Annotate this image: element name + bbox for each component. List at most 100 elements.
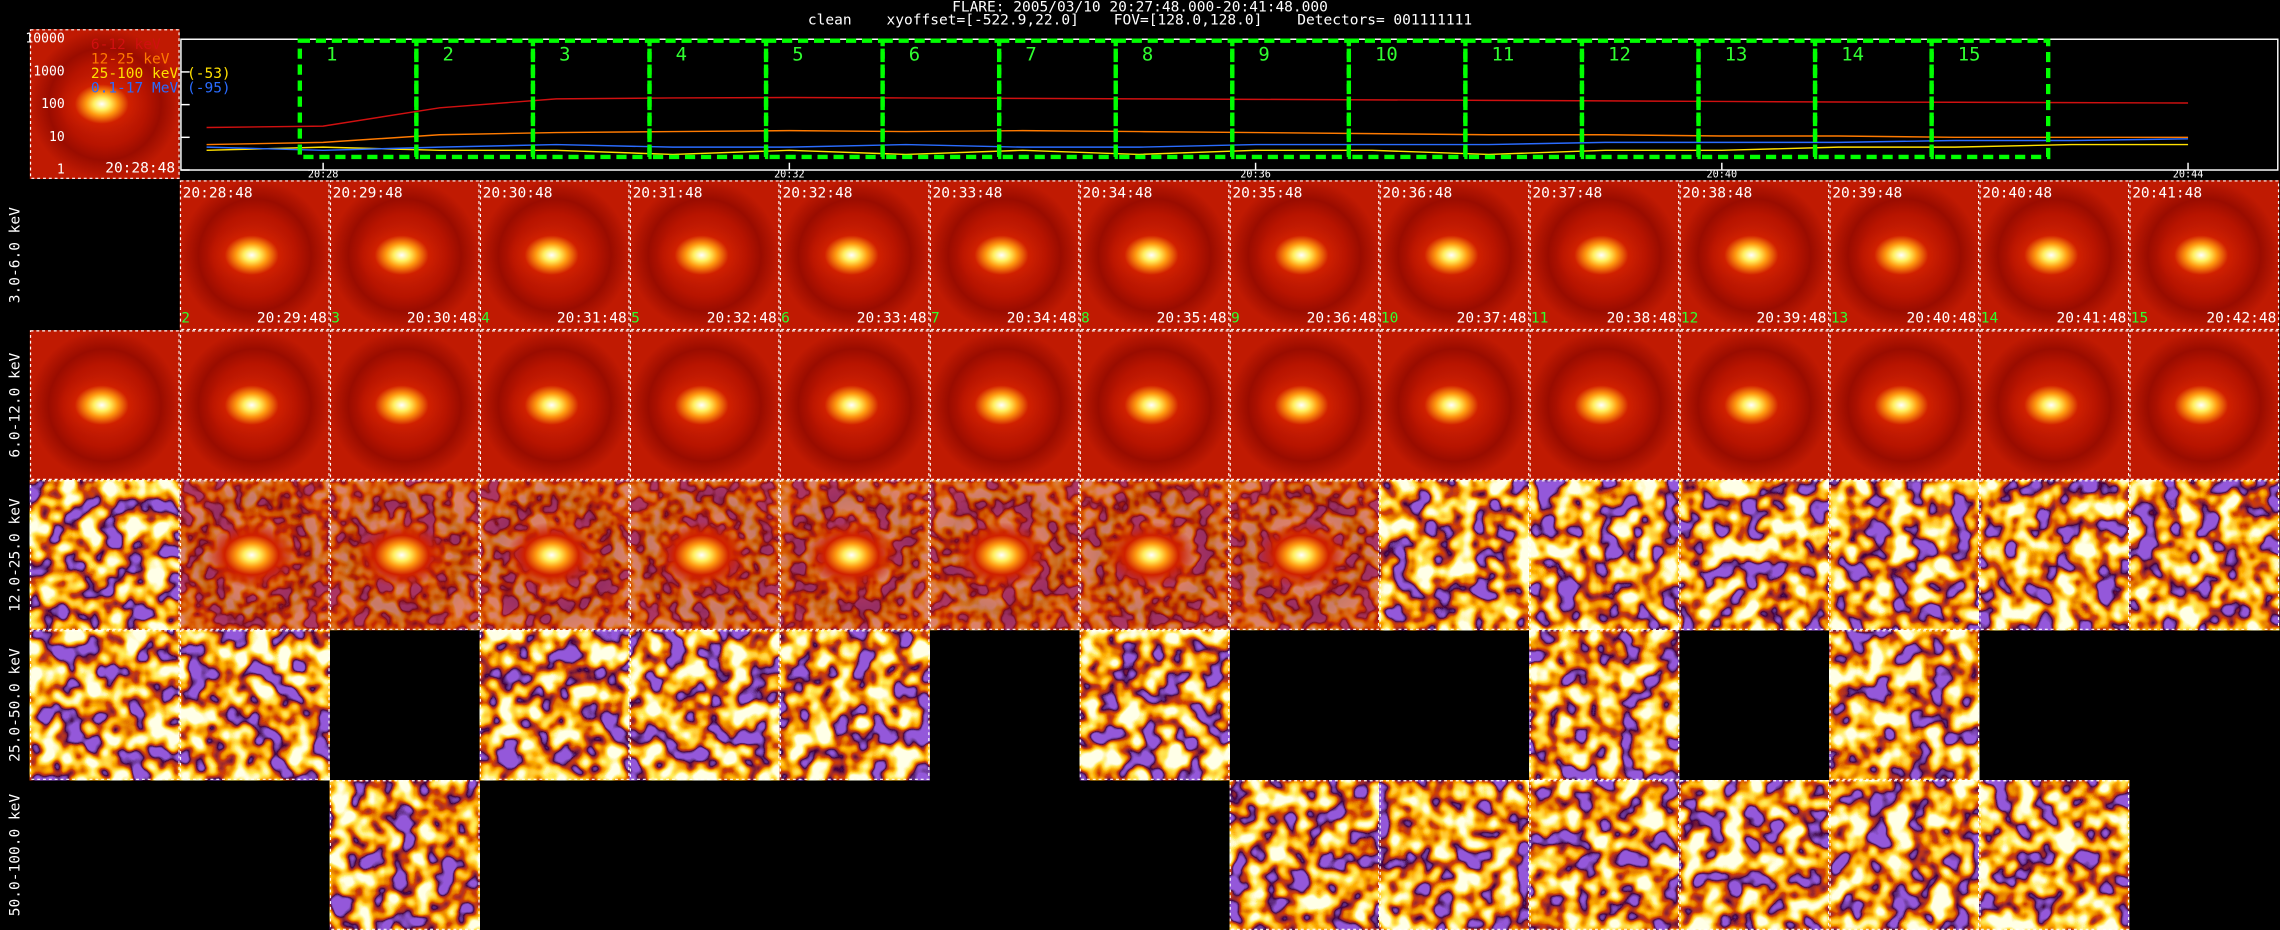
cell-border — [1379, 780, 1530, 930]
row-label: 6.0-12.0 keV — [7, 352, 23, 457]
cell-end-time: 20:36:48 — [1307, 311, 1377, 327]
noise-image — [1829, 780, 1980, 930]
image-cell — [1529, 480, 1680, 631]
image-cell — [629, 480, 780, 631]
image-cell — [1829, 180, 1980, 331]
image-cell — [1979, 180, 2130, 331]
cell-end-time: 20:40:48 — [1906, 311, 1976, 327]
cell-border — [779, 330, 930, 480]
row-label: 50.0-100.0 keV — [7, 794, 23, 917]
cell-border — [629, 330, 780, 480]
cell-end-time: 20:39:48 — [1757, 311, 1827, 327]
flare-source — [1106, 372, 1197, 439]
cell-border — [329, 780, 480, 930]
flare-source — [1556, 372, 1647, 439]
flare-source — [1406, 372, 1497, 439]
cell-border — [1379, 180, 1530, 331]
y-tick-label: 10 — [49, 130, 65, 145]
image-cell — [29, 630, 180, 781]
subtitle: clean xyoffset=[-522.9,22.0] FOV=[128.0,… — [808, 12, 1472, 28]
interval-label: 4 — [676, 44, 687, 66]
y-tick-label: 10000 — [25, 32, 64, 47]
interval-label: 3 — [559, 44, 570, 66]
cell-end-time: 20:33:48 — [857, 311, 927, 327]
image-cell — [1829, 780, 1980, 930]
interval-label: 10 — [1375, 44, 1398, 66]
image-cell — [1079, 480, 1230, 631]
cell-index: 12 — [1681, 311, 1698, 327]
cell-index: 7 — [931, 311, 940, 327]
cell-start-time: 20:28:48 — [183, 185, 253, 201]
noise-image — [1229, 780, 1380, 930]
interval-box — [1230, 38, 1352, 160]
image-cell — [1829, 330, 1980, 481]
noise-image — [1829, 480, 1980, 631]
flare-source — [2156, 372, 2247, 439]
image-cell — [479, 480, 630, 631]
interval-label: 6 — [909, 44, 920, 66]
light-curve — [206, 138, 2189, 152]
cell-border — [29, 29, 180, 179]
cell-index: 9 — [1231, 311, 1240, 327]
cell-start-time: 20:33:48 — [932, 185, 1002, 201]
flare-source — [356, 222, 447, 289]
flare-source — [506, 372, 597, 439]
image-cell — [2129, 480, 2280, 631]
cell-index: 10 — [1381, 311, 1398, 327]
cell-border — [1229, 780, 1380, 930]
x-tick-label: 20:40 — [1707, 169, 1738, 180]
light-curve — [206, 143, 2189, 156]
image-cell — [329, 330, 480, 481]
image-cell — [1379, 780, 1530, 930]
cell-border — [479, 180, 630, 331]
cell-border — [1979, 780, 2130, 930]
noise-image — [479, 630, 630, 781]
cell-border — [1379, 330, 1530, 480]
flare-source — [1856, 372, 1947, 439]
image-cell — [629, 180, 780, 331]
cell-border — [479, 480, 630, 630]
cell-border — [629, 630, 780, 780]
image-cell — [1829, 630, 1980, 781]
image-cell — [779, 180, 930, 331]
cell-border — [479, 330, 630, 480]
flare-source — [2006, 222, 2097, 289]
image-cell — [179, 180, 330, 331]
cell-border — [779, 630, 930, 780]
interval-box — [1463, 38, 1585, 160]
flare-source — [1556, 222, 1647, 289]
image-cell — [1679, 480, 1830, 631]
interval-box — [1929, 38, 2051, 160]
cell-index: 2 — [181, 311, 190, 327]
noise-image — [1529, 480, 1680, 631]
image-cell — [929, 330, 1080, 481]
cell-border — [2129, 480, 2280, 630]
interval-box — [1113, 38, 1235, 160]
flare-source — [1856, 222, 1947, 289]
cell-index: 13 — [1831, 311, 1848, 327]
title: FLARE: 2005/03/10 20:27:48.000-20:41:48.… — [952, 0, 1328, 15]
flare-source — [656, 522, 747, 589]
image-cell — [1679, 330, 1830, 481]
noise-image — [1529, 630, 1680, 781]
interval-box — [647, 38, 769, 160]
cell-start-time: 20:40:48 — [1982, 185, 2052, 201]
interval-box — [880, 38, 1002, 160]
cell-end-time: 20:30:48 — [407, 311, 477, 327]
flare-source — [1406, 222, 1497, 289]
cell-border — [1079, 630, 1230, 780]
cell-border — [1679, 180, 1830, 331]
image-cell — [29, 29, 180, 180]
cell-index: 3 — [331, 311, 340, 327]
x-tick-label: 20:28 — [308, 169, 339, 180]
cell-border — [1829, 330, 1980, 480]
cell-border — [929, 330, 1080, 480]
interval-label: 13 — [1725, 44, 1748, 66]
cell-border — [179, 480, 330, 630]
cell-border — [1229, 330, 1380, 480]
cell-index: 11 — [1531, 311, 1548, 327]
image-cell — [29, 480, 180, 631]
cell-border — [1529, 780, 1680, 930]
legend-entry: 0.1-17 MeV (-95) — [91, 81, 231, 97]
